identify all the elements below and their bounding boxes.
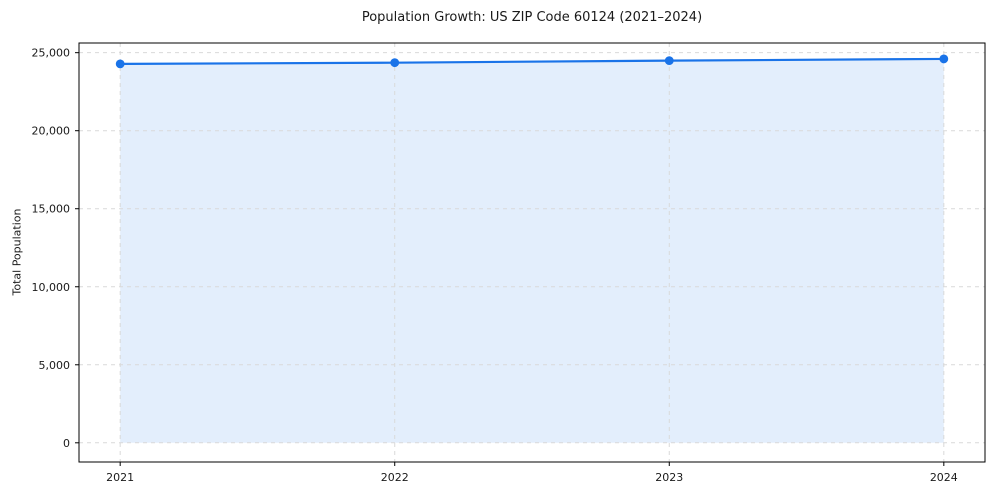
y-tick-label: 0 — [63, 437, 70, 450]
area-fill — [120, 58, 944, 443]
data-point — [664, 56, 674, 66]
chart-title: Population Growth: US ZIP Code 60124 (20… — [361, 10, 703, 25]
data-point — [390, 58, 400, 68]
x-tick-label: 2024 — [930, 471, 958, 484]
x-tick-label: 2023 — [655, 471, 683, 484]
y-tick-label: 25,000 — [32, 47, 71, 60]
series-line — [119, 57, 945, 66]
y-tick-label: 10,000 — [32, 281, 71, 294]
y-tick-label: 20,000 — [32, 125, 71, 138]
y-tick-label: 15,000 — [32, 203, 71, 216]
y-tick-label: 5,000 — [39, 359, 71, 372]
axes-frame — [78, 42, 986, 463]
data-point — [115, 59, 125, 69]
x-tick-label: 2021 — [106, 471, 134, 484]
data-point — [939, 54, 949, 64]
x-tick-label: 2022 — [381, 471, 409, 484]
